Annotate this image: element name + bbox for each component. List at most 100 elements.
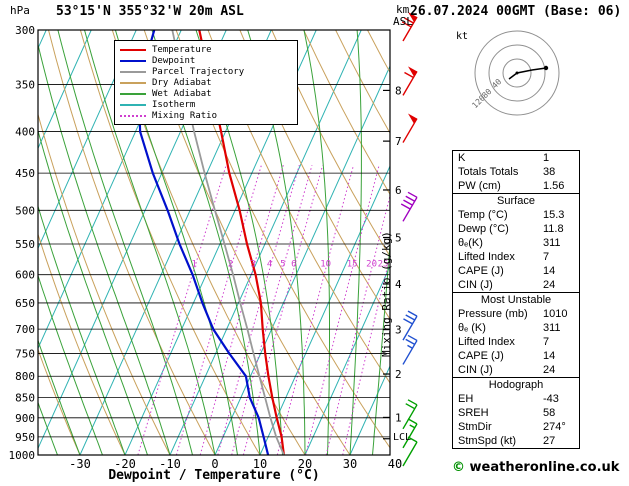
stat-value: 14 [543, 350, 556, 362]
plot-border [37, 29, 391, 456]
temperature-axis-labels: -30 -20 -10 0 10 20 30 40 [69, 457, 402, 471]
svg-text:2: 2 [395, 368, 402, 381]
svg-text:1: 1 [395, 411, 402, 424]
svg-text:700: 700 [15, 323, 35, 336]
svg-text:5: 5 [395, 231, 402, 244]
stat-label: CIN (J) [458, 279, 493, 291]
chart-datetime: 26.07.2024 00GMT (Base: 06) [410, 4, 622, 19]
dewpoint-curve [137, 30, 270, 455]
temperature-curve [198, 30, 285, 455]
svg-text:25: 25 [378, 260, 389, 270]
svg-text:950: 950 [15, 431, 35, 444]
svg-text:4: 4 [395, 278, 402, 291]
svg-text:8: 8 [395, 84, 402, 97]
stat-row: Totals Totals 38 [453, 165, 579, 179]
stat-value: 15.3 [543, 209, 565, 221]
svg-text:4: 4 [267, 260, 272, 270]
stat-value: 274° [543, 421, 566, 433]
dry-adiabat-line-swatch [120, 81, 146, 84]
svg-text:550: 550 [15, 238, 35, 251]
legend-label: Wet Adiabat [152, 88, 212, 99]
stat-value: 27 [543, 435, 556, 447]
section-title: Most Unstable [480, 294, 552, 306]
stat-value: 1010 [543, 308, 568, 320]
svg-text:20: 20 [298, 457, 312, 471]
stat-value: 7 [543, 336, 550, 348]
stat-row: Dewp (°C) 11.8 [453, 222, 579, 236]
km-axis: 1 2 3 4 5 6 7 8 [383, 84, 402, 424]
parcel-trajectory-curve [171, 30, 285, 455]
parcel-line-swatch [120, 70, 146, 73]
stat-row: θₑ(K) 311 [453, 236, 579, 250]
wind-barb [401, 12, 418, 42]
pressure-axis-labels: 300 350 400 450 500 550 600 650 700 750 800 850 900 9… [9, 24, 36, 462]
stat-row: StmSpd (kt) 27 [453, 434, 579, 448]
dewpoint-line-swatch [120, 59, 146, 62]
svg-text:-10: -10 [159, 457, 181, 471]
hodograph-section: Hodograph EH -43 SREH 58 StmDir 274° StmSpd (k… [453, 377, 579, 448]
stat-row: SREH 58 [453, 406, 579, 420]
chart-title: 53°15'N 355°32'W 20m ASL [56, 4, 244, 19]
altitude-axis-unit-km: km [396, 3, 410, 16]
stat-label: CAPE (J) [458, 265, 504, 277]
section-title: Hodograph [488, 379, 544, 391]
stat-row: StmDir 274° [453, 420, 579, 434]
stat-row: Lifted Index 7 [453, 250, 579, 264]
wind-barb [400, 191, 418, 222]
stat-label: SREH [458, 407, 489, 419]
stat-label: CIN (J) [458, 364, 493, 376]
indices-section: K 1 Totals Totals 38 PW (cm) 1.56 [453, 151, 579, 193]
stat-label: K [458, 152, 466, 164]
svg-text:600: 600 [15, 269, 35, 282]
stat-value: 24 [543, 279, 556, 291]
stat-row: EH -43 [453, 392, 579, 406]
stat-label: StmSpd (kt) [458, 435, 517, 447]
svg-text:500: 500 [15, 204, 35, 217]
legend-item-wet-adiabat: Wet Adiabat [120, 88, 292, 99]
stat-value: 311 [543, 322, 561, 334]
stat-label: θₑ(K) [458, 237, 483, 249]
svg-text:-30: -30 [69, 457, 91, 471]
svg-text:1000: 1000 [9, 449, 36, 462]
svg-text:3: 3 [395, 324, 402, 337]
legend-label: Temperature [152, 44, 212, 55]
stat-value: 1.56 [543, 180, 565, 192]
lcl-label: LCL [393, 432, 412, 443]
stats-panel: K 1 Totals Totals 38 PW (cm) 1.56 Surface Tem… [452, 150, 580, 449]
surface-section: Surface Temp (°C) 15.3 Dewp (°C) 11.8 θₑ(K) 3… [453, 193, 579, 292]
legend-box: Temperature Dewpoint Parcel Trajectory D… [114, 40, 298, 125]
stat-value: 14 [543, 265, 556, 277]
legend-item-temperature: Temperature [120, 44, 292, 55]
svg-text:30: 30 [343, 457, 357, 471]
wind-barb [402, 310, 418, 341]
stat-label: CAPE (J) [458, 350, 504, 362]
wind-barb [402, 66, 418, 96]
legend-label: Dry Adiabat [152, 77, 212, 88]
copyright-symbol: © [452, 460, 465, 475]
svg-text:800: 800 [15, 370, 35, 383]
section-title: Surface [497, 195, 535, 207]
wet-adiabat-line-swatch [120, 92, 146, 95]
stat-value: 7 [543, 251, 550, 263]
svg-text:750: 750 [15, 347, 35, 360]
stat-label: Pressure (mb) [458, 308, 528, 320]
stat-row: CAPE (J) 14 [453, 349, 579, 363]
hodograph-unit-label: kt [456, 31, 469, 42]
altitude-axis-unit-asl: ASL [393, 15, 413, 28]
svg-text:10: 10 [253, 457, 267, 471]
svg-text:15: 15 [347, 260, 358, 270]
stat-value: 24 [543, 364, 556, 376]
mixing-ratio-line-swatch [120, 114, 146, 117]
wind-barb [402, 418, 418, 449]
svg-text:2: 2 [228, 260, 233, 270]
legend-item-mixing-ratio: Mixing Ratio [120, 110, 292, 121]
svg-text:5: 5 [280, 260, 285, 270]
svg-text:650: 650 [15, 297, 35, 310]
svg-text:0: 0 [211, 457, 218, 471]
legend-label: Parcel Trajectory [152, 66, 245, 77]
svg-text:6: 6 [291, 260, 296, 270]
stat-row: PW (cm) 1.56 [453, 179, 579, 193]
svg-text:300: 300 [15, 24, 35, 37]
stat-label: Lifted Index [458, 251, 515, 263]
svg-text:20: 20 [366, 260, 377, 270]
